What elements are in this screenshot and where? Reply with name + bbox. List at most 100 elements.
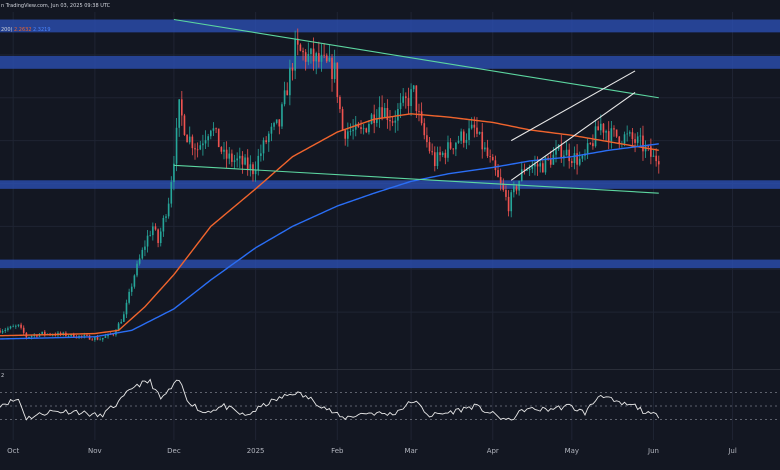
candle-body [104,336,107,338]
candle-body [462,131,465,143]
candle-body [634,139,636,143]
candle-body [273,122,275,127]
candle-body [215,128,217,130]
candle-body [534,164,536,167]
indicator-line-label: 200) [1,27,13,33]
candle-body [328,57,331,62]
candle-body [183,115,186,135]
candle-body [225,149,228,159]
candle-body [62,332,65,335]
candle-body [162,217,165,232]
candle-body [636,136,639,143]
candle-body [246,157,249,170]
candle-body [296,38,299,45]
candle-body [410,89,412,107]
candle-body [652,155,655,157]
candle-body [481,131,484,150]
candle-body [518,180,520,191]
candle-body [262,140,265,154]
candle-body [597,126,599,131]
candle-body [341,109,344,131]
candle-body [389,120,391,122]
time-axis: Oct Nov Dec 2025 Feb Mar Apr May Jun Jul [7,447,737,455]
candle-body [468,128,470,140]
candle-body [628,132,631,134]
candle-body [571,161,573,163]
candle-body [281,104,283,127]
candle-body [402,96,404,103]
candle-body [460,131,462,141]
candle-body [323,54,325,56]
candle-body [14,325,17,327]
candle-body [507,196,510,212]
candle-body [267,133,270,143]
channel-trendline [173,18,659,99]
candle-body [7,328,9,330]
candle-body [260,153,262,156]
candle-body [404,96,407,99]
candle-body [294,38,296,71]
candle-body [486,147,489,157]
candle-body [20,324,22,328]
candle-body [357,123,360,128]
candle-body [265,140,267,143]
candle-body [312,48,315,62]
candle-body [420,111,423,124]
candle-body [455,142,457,150]
candle-body [67,335,70,337]
candle-body [12,326,14,328]
candle-body [223,149,225,152]
candle-body [157,229,159,244]
moving-average-blue [0,143,659,340]
rsi-pane-label: 2 [1,373,4,379]
candle-body [344,130,347,139]
candle-body [362,128,365,130]
candle-body [99,339,101,341]
candle-body [199,145,202,150]
candle-body [650,146,652,157]
candle-body [178,99,181,128]
candle-body [307,53,310,62]
candle-body [188,136,191,143]
candle-body [383,108,386,118]
candle-body [513,186,515,193]
candle-body [101,337,104,340]
candle-body [528,168,531,170]
support-resistance-zone [0,19,780,33]
candle-body [133,275,136,287]
candle-body [196,149,199,151]
candle-body [152,226,154,236]
candle-body [465,139,468,143]
candle-body [86,335,88,336]
wedge-trendline [510,91,636,181]
candle-body [70,333,72,336]
candle-body [159,231,162,244]
candle-body [407,98,410,107]
candle-body [578,158,581,165]
candle-body [494,160,497,171]
candle-body [59,332,62,335]
candle-body [544,157,547,173]
candle-body [320,54,323,62]
candle-body [555,149,557,155]
candle-body [130,286,133,292]
candle-body [499,177,502,184]
candle-body [244,157,246,165]
candle-body [607,131,610,142]
candle-body [568,149,571,162]
candle-body [125,302,128,315]
candle-body [165,216,167,218]
candle-body [173,163,175,183]
candle-body [283,90,286,105]
candle-body [117,323,120,331]
rsi-line [0,378,660,421]
x-tick-label: Feb [331,447,344,455]
candle-body [236,158,238,161]
candle-body [449,142,452,149]
x-tick-label: Mar [404,447,417,455]
candle-body [336,62,339,97]
candle-body [478,131,481,134]
